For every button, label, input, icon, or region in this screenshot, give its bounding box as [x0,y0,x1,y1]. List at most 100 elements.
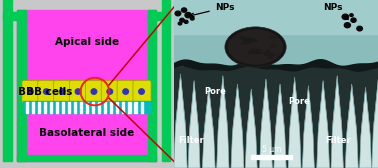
Text: NPs: NPs [190,3,234,17]
Circle shape [139,89,144,94]
Polygon shape [203,87,215,168]
Polygon shape [372,79,378,168]
Ellipse shape [245,49,253,53]
FancyBboxPatch shape [70,80,88,103]
Text: Pore: Pore [204,87,226,96]
Polygon shape [260,79,272,168]
Ellipse shape [244,47,251,52]
Bar [141,102,143,113]
Ellipse shape [234,46,242,49]
Bar [23,101,150,113]
Bar [110,102,112,113]
Polygon shape [174,74,187,168]
Ellipse shape [270,51,276,56]
Ellipse shape [267,51,273,55]
Polygon shape [260,79,272,168]
Polygon shape [245,89,257,168]
Bar [68,102,70,113]
FancyBboxPatch shape [38,80,56,103]
Bar [92,102,94,113]
Circle shape [91,89,97,94]
Bar [148,10,156,161]
Polygon shape [302,86,314,168]
FancyBboxPatch shape [85,80,104,103]
Bar [174,0,378,71]
Circle shape [357,26,363,31]
Circle shape [43,89,49,94]
Text: Filter: Filter [178,136,204,145]
Ellipse shape [234,39,242,42]
Bar [38,102,40,113]
Ellipse shape [237,48,246,51]
Ellipse shape [239,46,250,50]
Bar [17,155,156,161]
FancyBboxPatch shape [22,80,40,103]
FancyBboxPatch shape [54,80,72,103]
Polygon shape [274,84,286,168]
Ellipse shape [248,51,254,53]
Polygon shape [245,89,257,168]
Circle shape [191,17,194,20]
Text: Basolateral side: Basolateral side [39,128,135,138]
Ellipse shape [231,44,239,49]
Bar [62,102,64,113]
Bar [86,102,88,113]
Ellipse shape [268,43,274,48]
Circle shape [178,22,182,25]
Circle shape [59,89,65,94]
Circle shape [175,11,181,16]
Bar [104,102,106,113]
Text: 5 μm: 5 μm [262,145,282,154]
Circle shape [28,89,33,94]
Bar [74,102,76,113]
Bar [3,12,26,20]
Bar [80,102,82,113]
Text: BBB cells: BBB cells [18,87,73,97]
Bar [135,102,136,113]
Ellipse shape [259,51,267,56]
Ellipse shape [243,39,250,44]
Bar [148,12,170,20]
Bar [32,102,34,113]
Bar [17,10,26,161]
Polygon shape [317,81,329,168]
Polygon shape [288,77,301,168]
Polygon shape [302,86,314,168]
Circle shape [184,20,188,23]
Circle shape [75,89,81,94]
Bar [26,102,28,113]
Text: Filter: Filter [325,136,351,145]
Bar [56,102,58,113]
Bar [174,67,378,168]
Bar [116,102,118,113]
Bar [17,10,156,161]
Circle shape [185,12,191,18]
FancyBboxPatch shape [101,80,119,103]
Bar [44,102,46,113]
Ellipse shape [240,42,250,46]
FancyBboxPatch shape [133,80,151,103]
Polygon shape [188,81,200,168]
Bar [129,102,130,113]
Ellipse shape [225,27,286,67]
Polygon shape [203,87,215,168]
Polygon shape [217,76,229,168]
Bar [162,0,170,161]
Ellipse shape [252,37,257,40]
Text: Apical side: Apical side [55,37,119,47]
Bar [122,102,124,113]
Bar [3,0,12,161]
Circle shape [351,18,356,22]
Polygon shape [174,74,187,168]
Circle shape [180,18,184,22]
Polygon shape [331,76,343,168]
Text: Pore: Pore [288,97,310,106]
Polygon shape [231,84,244,168]
Polygon shape [345,84,358,168]
Bar [174,0,378,34]
Ellipse shape [270,54,279,57]
Polygon shape [372,79,378,168]
Polygon shape [359,87,372,168]
Polygon shape [359,87,372,168]
Polygon shape [231,84,244,168]
